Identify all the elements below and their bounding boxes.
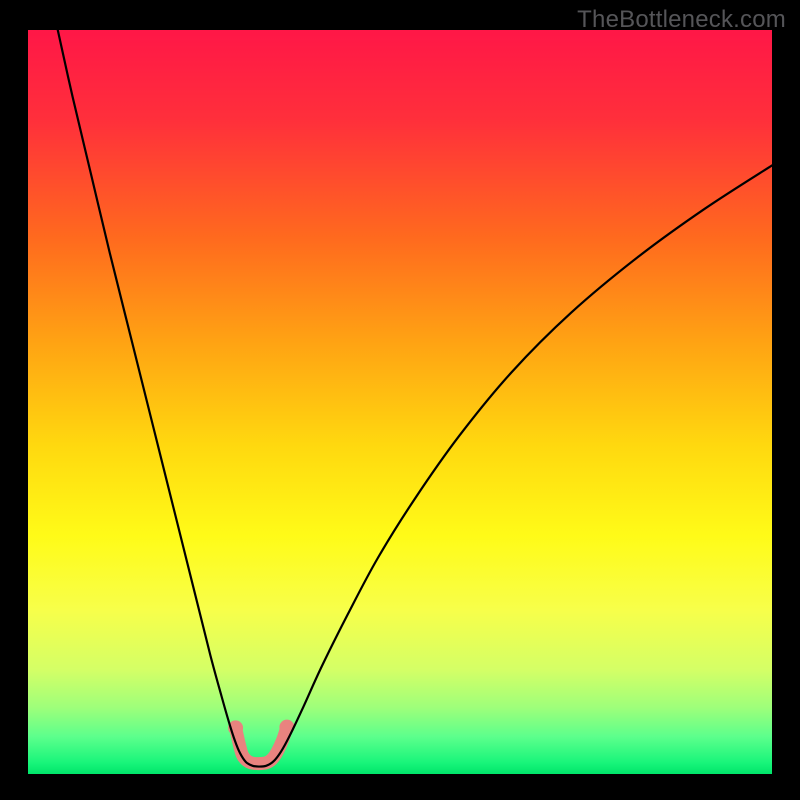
valley-highlight xyxy=(228,720,294,764)
plot-area xyxy=(28,30,772,774)
bottleneck-curve xyxy=(58,30,772,767)
chart-frame: TheBottleneck.com xyxy=(0,0,800,800)
curve-layer xyxy=(28,30,772,774)
